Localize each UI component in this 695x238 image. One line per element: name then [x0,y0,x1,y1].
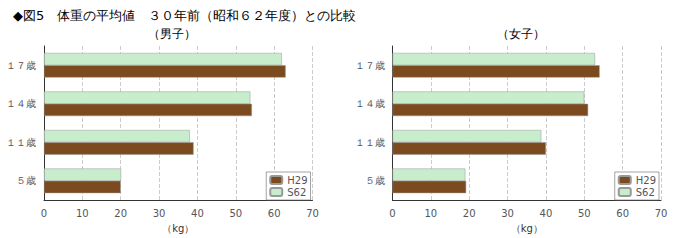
svg-text:60: 60 [268,208,281,219]
svg-text:0: 0 [389,208,395,219]
svg-text:H29: H29 [287,175,307,186]
svg-text:20: 20 [114,208,127,219]
svg-text:10: 10 [424,208,437,219]
svg-text:30: 30 [153,208,166,219]
svg-text:60: 60 [616,208,629,219]
svg-text:70: 70 [306,208,319,219]
svg-text:20: 20 [463,208,476,219]
svg-text:50: 50 [229,208,242,219]
svg-text:５歳: ５歳 [365,175,385,186]
svg-text:10: 10 [76,208,89,219]
svg-text:◆図5 体重の平均値 ３０年前（昭和６２年度）との比較: ◆図5 体重の平均値 ３０年前（昭和６２年度）との比較 [13,8,356,23]
svg-text:H29: H29 [636,175,656,186]
svg-text:１４歳: １４歳 [6,98,36,109]
svg-text:１１歳: １１歳 [6,137,36,148]
svg-text:40: 40 [191,208,204,219]
svg-text:１１歳: １１歳 [355,137,385,148]
svg-text:１７歳: １７歳 [355,60,385,71]
svg-text:70: 70 [655,208,668,219]
svg-text:40: 40 [540,208,553,219]
svg-text:（女子）: （女子） [497,27,545,41]
svg-text:0: 0 [41,208,47,219]
svg-text:１７歳: １７歳 [6,60,36,71]
svg-text:50: 50 [578,208,591,219]
svg-text:（男子）: （男子） [148,27,196,41]
svg-text:（kg）: （kg） [511,223,543,234]
svg-text:S62: S62 [287,187,306,198]
svg-text:５歳: ５歳 [16,175,36,186]
svg-text:S62: S62 [636,187,655,198]
svg-text:30: 30 [501,208,514,219]
svg-text:１４歳: １４歳 [355,98,385,109]
svg-text:（kg）: （kg） [162,223,194,234]
